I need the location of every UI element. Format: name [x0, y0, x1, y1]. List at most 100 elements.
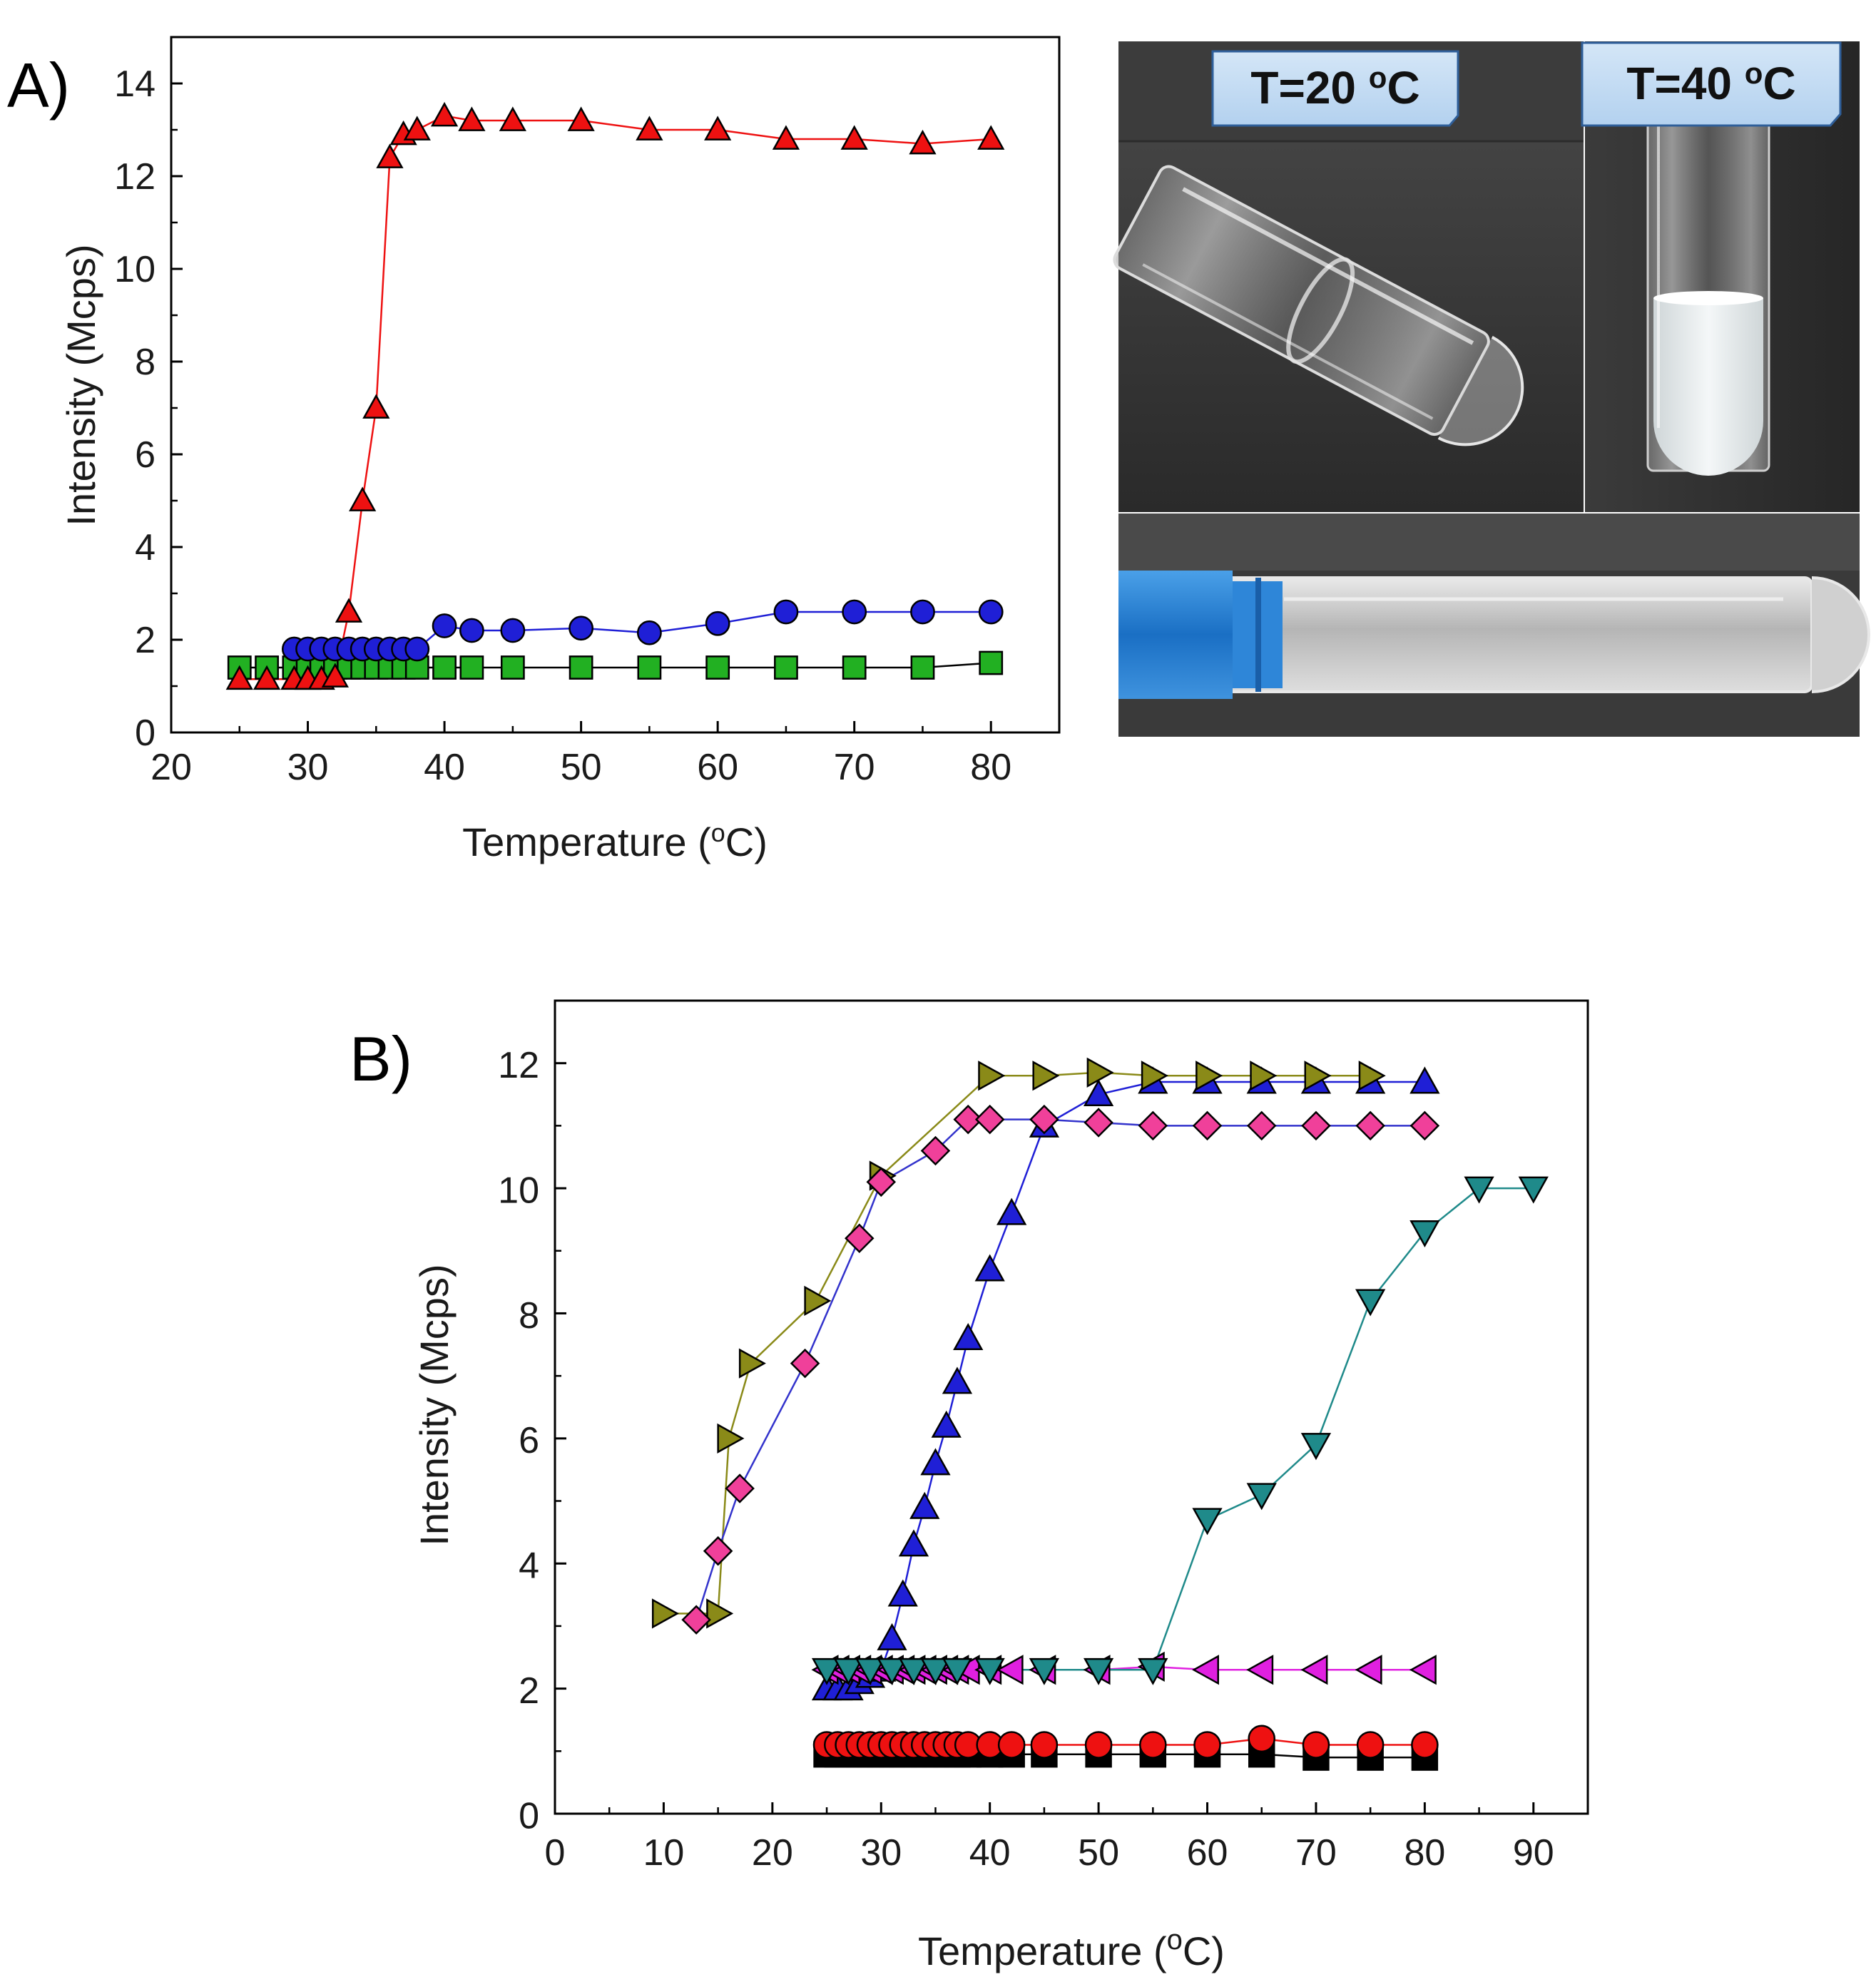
data-point-blue-triangles [909, 1491, 940, 1519]
ticks-b: 0 10 20 30 40 50 60 70 80 90 0 2 4 6 8 10 12 [498, 1045, 1554, 1874]
data-point-green-squares [637, 655, 662, 680]
data-point-teal-down-triangles [877, 1657, 907, 1685]
x-tick-label-b: 80 [1404, 1832, 1445, 1874]
x-label-a-end: C) [725, 819, 768, 864]
data-point-pink-diamonds [703, 1536, 733, 1566]
data-point-olive-right-triangles [738, 1348, 766, 1379]
photo-panel: T=20 oC T=40 oC [1113, 41, 1870, 737]
series-line-olive-right-triangles [663, 1071, 1371, 1615]
data-point-red-triangles [430, 101, 459, 127]
data-point-green-squares [432, 655, 457, 680]
data-point-blue-triangles [996, 1197, 1027, 1225]
panel-label-a: A) [7, 50, 70, 121]
data-point-teal-down-triangles [1083, 1657, 1114, 1685]
x-tick-label-a: 50 [561, 747, 602, 788]
data-point-blue-triangles [1409, 1066, 1440, 1094]
data-point-red-triangles [335, 598, 363, 623]
data-point-blue-circles [404, 636, 430, 662]
x-label-b-end: C) [1183, 1929, 1225, 1973]
data-point-blue-circles [842, 599, 867, 625]
data-point-blue-circles [705, 611, 730, 636]
data-point-red-triangles [840, 125, 868, 150]
data-point-red-circles [1411, 1731, 1439, 1759]
series-line-red-triangles [239, 115, 991, 680]
x-tick-label-b: 90 [1513, 1832, 1554, 1874]
series-lines-a [239, 115, 991, 680]
data-point-pink-diamonds [953, 1104, 983, 1135]
x-tick-label-a: 60 [697, 747, 738, 788]
data-point-pink-diamonds [1409, 1110, 1440, 1141]
x-tick-label-a: 30 [287, 747, 329, 788]
data-point-pink-diamonds [1246, 1110, 1277, 1141]
series-red-circles [812, 1725, 1439, 1759]
data-point-red-triangles [225, 665, 253, 690]
caption-40c-sup: o [1745, 56, 1763, 90]
data-point-olive-right-triangles [1250, 1061, 1278, 1091]
data-point-red-circles [997, 1731, 1026, 1759]
caption-20c-end: C [1387, 62, 1419, 113]
data-point-pink-diamonds [845, 1223, 875, 1253]
data-point-green-squares [842, 655, 867, 680]
data-point-pink-diamonds [1084, 1108, 1113, 1138]
series-blue-triangles [811, 1066, 1440, 1701]
data-point-red-circles [1356, 1731, 1385, 1759]
x-tick-label-a: 80 [970, 747, 1011, 788]
data-point-magenta-left-triangles [1191, 1655, 1219, 1685]
data-point-red-triangles [499, 106, 526, 131]
data-point-olive-right-triangles [717, 1423, 745, 1454]
series-marks-a [225, 101, 1005, 690]
plot-frame-b [554, 999, 1589, 1815]
data-point-pink-diamonds [725, 1473, 755, 1503]
data-point-blue-triangles [974, 1254, 1005, 1282]
data-point-blue-triangles [920, 1448, 951, 1476]
ticks-a: 20 30 40 50 60 70 80 0 2 4 6 8 10 12 14 [114, 63, 1011, 788]
chart-a: A) 20 30 40 50 60 70 80 0 2 4 6 8 10 12 14 Temperature… [7, 36, 1061, 864]
data-point-magenta-left-triangles [1246, 1655, 1274, 1685]
data-point-red-circles [1139, 1731, 1167, 1759]
series-line-teal-down-triangles [827, 1187, 1534, 1671]
data-point-teal-down-triangles [811, 1657, 842, 1685]
data-point-red-circles [1030, 1731, 1059, 1759]
series-red-triangles [225, 101, 1005, 690]
series-marks-b [651, 1057, 1549, 1771]
data-point-teal-down-triangles [974, 1657, 1005, 1685]
photo-tube-20c [1113, 41, 1584, 512]
data-point-red-triangles [458, 106, 486, 131]
data-point-green-squares [979, 650, 1004, 675]
data-point-pink-diamonds [1138, 1110, 1168, 1141]
caption-box-40c: T=40 oC [1581, 41, 1842, 127]
series-line-blue-triangles [827, 1081, 1425, 1690]
data-point-olive-right-triangles [1196, 1061, 1223, 1091]
data-point-red-triangles [909, 129, 937, 155]
data-point-blue-circles [569, 615, 594, 641]
data-point-pink-diamonds [920, 1135, 951, 1166]
y-tick-label-b: 0 [519, 1795, 539, 1837]
data-point-pink-diamonds [1301, 1110, 1331, 1141]
data-point-magenta-left-triangles [1355, 1655, 1382, 1685]
data-point-teal-down-triangles [855, 1657, 886, 1685]
data-point-red-triangles [977, 125, 1005, 150]
data-point-red-triangles [772, 125, 800, 150]
data-point-blue-circles [500, 618, 526, 643]
data-point-red-circles [1248, 1725, 1276, 1753]
data-point-blue-triangles [1083, 1078, 1114, 1106]
data-point-teal-down-triangles [833, 1657, 864, 1685]
data-point-olive-right-triangles [1141, 1061, 1168, 1091]
data-point-blue-triangles [931, 1410, 962, 1438]
data-point-green-squares [910, 655, 935, 680]
y-tick-label-a: 8 [135, 342, 156, 383]
y-tick-label-a: 6 [135, 434, 156, 476]
x-tick-label-b: 50 [1078, 1832, 1119, 1874]
x-tick-label-b: 20 [752, 1832, 793, 1874]
data-point-blue-circles [910, 599, 935, 625]
data-point-green-squares [569, 655, 593, 680]
y-tick-label-a: 12 [114, 156, 156, 198]
series-blue-circles [281, 599, 1004, 662]
data-point-olive-right-triangles [1358, 1061, 1386, 1091]
data-point-teal-down-triangles [1355, 1289, 1386, 1317]
data-point-olive-right-triangles [978, 1061, 1006, 1091]
data-point-teal-down-triangles [1409, 1220, 1440, 1248]
y-tick-label-a: 0 [135, 712, 156, 754]
data-point-teal-down-triangles [942, 1657, 973, 1685]
